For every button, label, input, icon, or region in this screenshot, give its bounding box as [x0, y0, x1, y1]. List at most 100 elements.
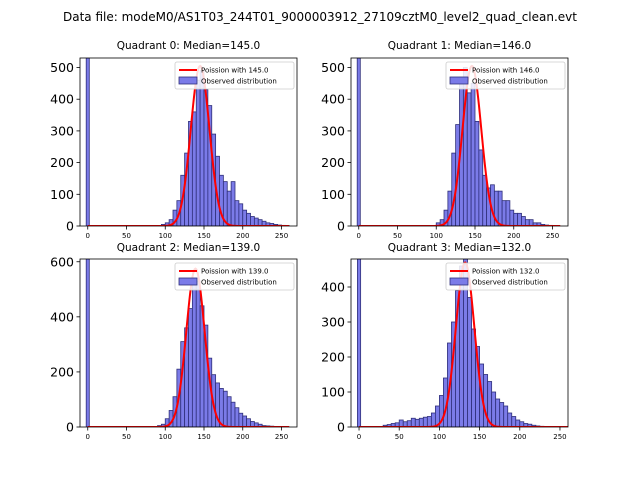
y-tick-label: 0 — [66, 219, 74, 234]
x-tick-label: 50 — [393, 232, 402, 240]
x-tick-label: 0 — [86, 433, 90, 441]
axes-frame — [350, 57, 569, 227]
quadrant-panel-1: Quadrant 1: Median=146.0 0 50 100 150 200 250 0… — [321, 40, 569, 240]
plot-area — [356, 58, 561, 226]
histogram-bar — [238, 412, 244, 427]
legend: Poission with 132.0 Observed distribution — [445, 262, 566, 291]
histogram-bar — [398, 419, 404, 427]
x-tick-label: 200 — [507, 232, 520, 240]
histogram-bar — [414, 418, 420, 427]
histogram-bar-zero — [85, 58, 90, 226]
x-tick-label: 250 — [546, 232, 559, 240]
quadrant-panel-2: Quadrant 2: Median=139.0 0 50 100 150 200 250 0… — [50, 242, 298, 441]
poisson-curve — [87, 64, 290, 226]
histogram-bar — [470, 82, 476, 226]
histogram-bar — [418, 417, 424, 427]
y-tick-label: 500 — [321, 60, 345, 75]
y-tick-label: 200 — [321, 350, 345, 365]
legend-observed-label: Observed distribution — [472, 279, 548, 287]
histogram-bar — [474, 120, 480, 226]
quadrant-panel-0: Quadrant 0: Median=145.0 0 50 100 150 200 250 0… — [50, 40, 298, 240]
histogram-bar-zero — [356, 58, 361, 226]
histogram-bar — [226, 190, 232, 226]
y-tick-label: 100 — [50, 187, 74, 202]
histogram-bar — [410, 417, 416, 427]
x-tick-label: 200 — [513, 433, 526, 441]
x-tick-label: 200 — [236, 433, 249, 441]
panel-title: Quadrant 0: Median=145.0 — [117, 40, 260, 52]
legend: Poission with 146.0 Observed distribution — [445, 61, 566, 90]
histogram-bar — [507, 412, 513, 427]
legend-box — [445, 61, 566, 90]
legend-observed-swatch — [178, 277, 198, 286]
histogram-bar — [499, 402, 505, 427]
histogram-bar — [482, 174, 488, 226]
histogram-bar — [253, 217, 259, 226]
x-tick-label: 250 — [275, 232, 288, 240]
legend: Poission with 139.0 Observed distribution — [174, 262, 295, 291]
y-tick-label: 400 — [50, 92, 74, 107]
x-tick-label: 150 — [197, 232, 210, 240]
x-tick-label: 100 — [159, 232, 172, 240]
x-tick-label: 100 — [430, 232, 443, 240]
x-tick-label: 50 — [122, 433, 131, 441]
y-tick-label: 200 — [50, 155, 74, 170]
histogram-bar — [188, 308, 193, 427]
legend-poisson-label: Poission with 145.0 — [201, 67, 269, 75]
x-tick-label: 150 — [468, 232, 481, 240]
histogram-bar — [242, 415, 248, 427]
y-tick-label: 0 — [66, 420, 74, 435]
poisson-curve — [358, 64, 561, 226]
histogram-bar — [230, 401, 236, 427]
y-tick-label: 0 — [337, 420, 345, 435]
histogram-bar — [509, 209, 515, 226]
histogram-bar — [478, 149, 484, 226]
histogram-bar — [511, 416, 517, 427]
histogram-bar — [246, 212, 251, 226]
histogram-bar — [195, 79, 201, 226]
histogram-bar — [426, 416, 432, 427]
histogram-bar — [234, 407, 240, 427]
y-tick-label: 400 — [50, 309, 74, 324]
y-tick-label: 600 — [50, 254, 74, 269]
histogram-bar — [191, 111, 197, 226]
legend-box — [445, 262, 566, 291]
y-tick-label: 300 — [321, 315, 345, 330]
histogram-bar — [191, 283, 197, 427]
histogram-bar — [497, 190, 503, 226]
histogram-bar — [234, 200, 240, 226]
histogram-bar — [195, 280, 201, 427]
plot-area — [85, 58, 290, 226]
histogram-bar — [491, 391, 497, 427]
histogram-bar — [430, 412, 436, 427]
histogram-bar — [515, 419, 521, 427]
panel-title: Quadrant 2: Median=139.0 — [117, 242, 260, 254]
legend-poisson-label: Poission with 146.0 — [472, 67, 540, 75]
histogram-bar — [226, 396, 232, 427]
histogram-bar — [222, 390, 228, 427]
x-tick-label: 0 — [357, 232, 361, 240]
histogram-bar-zero — [85, 259, 90, 427]
panel-title: Quadrant 3: Median=132.0 — [388, 242, 531, 254]
x-tick-label: 200 — [236, 232, 249, 240]
y-tick-label: 200 — [50, 364, 74, 379]
x-tick-label: 150 — [473, 433, 486, 441]
histogram-bar — [503, 405, 509, 427]
histogram-bar — [521, 216, 526, 226]
axes-frame — [79, 57, 298, 227]
axes-frame — [350, 258, 569, 428]
y-tick-label: 100 — [321, 385, 345, 400]
histogram-bar — [246, 418, 251, 427]
x-tick-label: 50 — [395, 433, 404, 441]
histogram-bar — [250, 216, 255, 226]
x-tick-label: 0 — [86, 232, 90, 240]
y-tick-label: 400 — [321, 280, 345, 295]
histogram-bar — [466, 92, 472, 226]
x-tick-label: 50 — [122, 232, 131, 240]
histogram-bar — [505, 200, 511, 226]
x-tick-label: 150 — [197, 433, 210, 441]
legend-observed-label: Observed distribution — [201, 279, 277, 287]
legend: Poission with 145.0 Observed distribution — [174, 61, 295, 90]
x-tick-label: 250 — [553, 433, 566, 441]
histogram-bar — [495, 398, 501, 427]
